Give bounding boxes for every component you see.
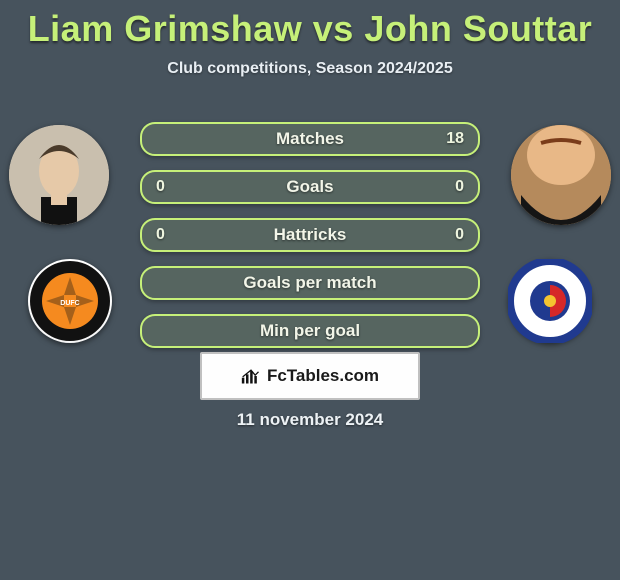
- stat-label: Hattricks: [142, 220, 478, 250]
- stat-row-matches: Matches 18: [140, 122, 480, 156]
- stat-right-value: 0: [455, 220, 464, 250]
- page-title: Liam Grimshaw vs John Souttar: [0, 0, 620, 50]
- stat-right-value: 0: [455, 172, 464, 202]
- stat-right-value: 18: [446, 124, 464, 154]
- comparison-card: Liam Grimshaw vs John Souttar Club compe…: [0, 0, 620, 580]
- right-player-photo: [511, 125, 611, 225]
- stat-label: Min per goal: [142, 316, 478, 346]
- brand-box[interactable]: FcTables.com: [200, 352, 420, 400]
- stat-label: Goals: [142, 172, 478, 202]
- right-club-badge: [508, 259, 592, 343]
- date-label: 11 november 2024: [0, 410, 620, 430]
- club-badge-icon: [508, 259, 592, 343]
- subtitle: Club competitions, Season 2024/2025: [0, 60, 620, 78]
- stat-row-min-per-goal: Min per goal: [140, 314, 480, 348]
- stats-column: Matches 18 0 Goals 0 0 Hattricks 0 Goals…: [140, 122, 480, 362]
- bar-chart-icon: [241, 367, 261, 385]
- avatar-icon: [9, 125, 109, 225]
- stat-row-hattricks: 0 Hattricks 0: [140, 218, 480, 252]
- left-club-badge: DUFC: [28, 259, 112, 343]
- stat-row-goals-per-match: Goals per match: [140, 266, 480, 300]
- stat-label: Matches: [142, 124, 478, 154]
- stat-row-goals: 0 Goals 0: [140, 170, 480, 204]
- svg-text:DUFC: DUFC: [60, 300, 79, 307]
- brand-label: FcTables.com: [267, 366, 379, 386]
- club-badge-icon: DUFC: [28, 259, 112, 343]
- stat-label: Goals per match: [142, 268, 478, 298]
- avatar-icon: [511, 125, 611, 225]
- left-player-photo: [9, 125, 109, 225]
